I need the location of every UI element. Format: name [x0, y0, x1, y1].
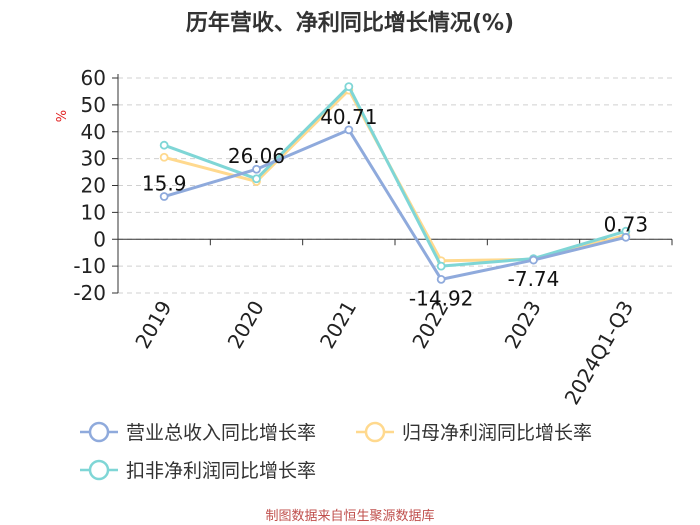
y-tick-label: 10 — [81, 200, 106, 224]
data-label: 40.71 — [320, 105, 377, 129]
legend-marker-icon — [88, 421, 110, 443]
legend-label: 归母净利润同比增长率 — [402, 422, 592, 444]
data-label: 0.73 — [604, 212, 649, 236]
y-tick-label: 0 — [93, 227, 106, 251]
y-tick-label: 40 — [81, 120, 106, 144]
legend-marker-icon — [88, 459, 110, 481]
y-tick-label: 30 — [81, 147, 106, 171]
data-point[interactable] — [159, 192, 169, 201]
legend-item[interactable]: 营业总收入同比增长率 — [80, 421, 316, 444]
x-tick-label: 2023 — [500, 297, 546, 353]
legend-label: 营业总收入同比增长率 — [126, 422, 316, 444]
legend-item[interactable]: 扣非净利润同比增长率 — [80, 459, 316, 482]
data-point[interactable] — [159, 140, 169, 150]
data-point[interactable] — [529, 255, 538, 265]
data-point[interactable] — [252, 174, 261, 184]
x-tick-label: 2021 — [315, 297, 361, 353]
y-tick-label: -10 — [73, 254, 106, 278]
data-label: 15.9 — [142, 172, 187, 196]
data-point[interactable] — [344, 125, 354, 135]
data-point[interactable] — [252, 164, 261, 174]
legend-label: 扣非净利润同比增长率 — [126, 460, 316, 482]
series-line — [163, 128, 627, 281]
y-tick-label: 50 — [81, 93, 106, 117]
data-label: 26.06 — [228, 144, 285, 168]
y-tick-label: 20 — [81, 174, 106, 198]
data-point[interactable] — [621, 232, 631, 242]
legend-marker-icon — [364, 421, 386, 443]
data-point[interactable] — [436, 261, 446, 271]
x-tick-label: 2019 — [130, 297, 176, 353]
data-point[interactable] — [159, 152, 169, 162]
x-tick-label: 2020 — [223, 297, 269, 353]
source-note: 制图数据来自恒生聚源数据库 — [265, 508, 434, 524]
series-lines — [159, 82, 631, 284]
y-axis-unit: % — [55, 110, 70, 122]
data-labels: 15.9 26.06 40.71 -14.92 -7.74 0.73 — [142, 105, 648, 311]
data-point[interactable] — [344, 82, 354, 91]
chart-title: 历年营收、净利同比增长情况(%) — [186, 10, 514, 36]
y-tick-label: 60 — [81, 66, 106, 90]
data-label: -7.74 — [508, 267, 560, 291]
data-label: -14.92 — [409, 286, 473, 310]
y-tick-label: -20 — [73, 281, 106, 305]
x-tick-label: 2024Q1-Q3 — [559, 297, 638, 409]
x-axis: 2019 2020 2021 2022 2023 2024Q1-Q3 — [117, 238, 673, 409]
data-point[interactable] — [436, 274, 446, 284]
legend-item[interactable]: 归母净利润同比增长率 — [356, 421, 592, 444]
